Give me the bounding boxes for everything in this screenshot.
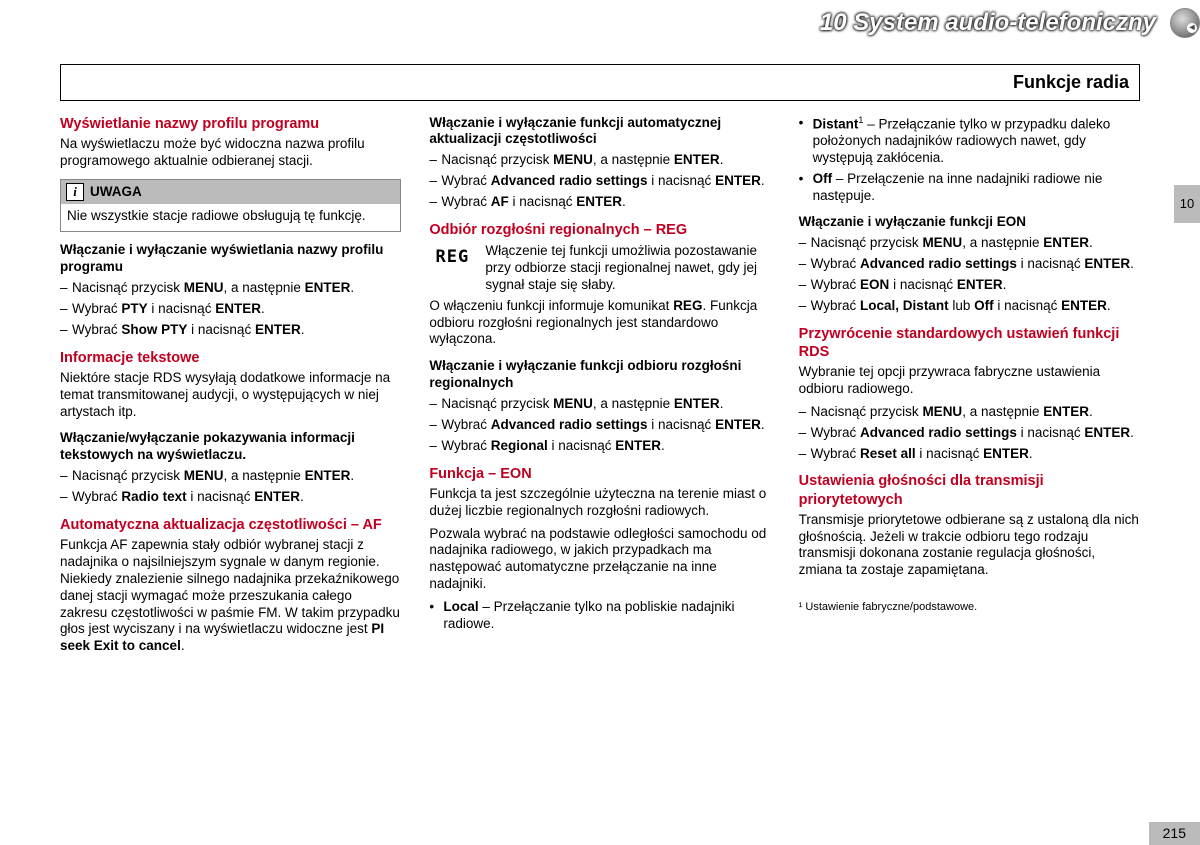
- note-box: i UWAGA Nie wszystkie stacje radiowe obs…: [60, 179, 401, 232]
- paragraph: O włączeniu funkcji informuje komunikat …: [429, 298, 770, 349]
- step: –Wybrać Regional i nacisnąć ENTER.: [429, 438, 770, 455]
- paragraph: Na wyświetlaczu może być widoczna nazwa …: [60, 136, 401, 170]
- page-header: 10 System audio-telefoniczny: [0, 0, 1200, 46]
- heading-af: Automatyczna aktualizacja częstotliwości…: [60, 516, 401, 534]
- step: –Wybrać Local, Distant lub Off i nacisną…: [799, 298, 1140, 315]
- bullet: •Off – Przełączenie na inne nadajniki ra…: [799, 171, 1140, 205]
- heading-reg: Odbiór rozgłośni regionalnych – REG: [429, 221, 770, 239]
- step: –Nacisnąć przycisk MENU, a następnie ENT…: [799, 404, 1140, 421]
- reg-row: REG Włączenie tej funkcji umożliwia pozo…: [429, 243, 770, 294]
- paragraph: Funkcja ta jest szczególnie użyteczna na…: [429, 486, 770, 520]
- chapter-number: 10: [820, 9, 847, 36]
- column-1: Wyświetlanie nazwy profilu programu Na w…: [60, 115, 401, 662]
- subheading: Włączanie i wyłączanie funkcji EON: [799, 214, 1140, 231]
- bullet: •Local – Przełączanie tylko na pobliskie…: [429, 599, 770, 633]
- audio-globe-icon: [1170, 8, 1200, 38]
- step: –Wybrać Reset all i nacisnąć ENTER.: [799, 446, 1140, 463]
- note-header: i UWAGA: [61, 180, 400, 204]
- subheading: Włączanie/wyłączanie pokazywania informa…: [60, 430, 401, 464]
- footnote: ¹ Ustawienie fabryczne/podstawowe.: [799, 601, 1140, 615]
- reg-icon-label: REG: [429, 243, 475, 294]
- column-2: Włączanie i wyłączanie funkcji automatyc…: [429, 115, 770, 662]
- section-title: Funkcje radia: [1013, 72, 1129, 92]
- heading-text-info: Informacje tekstowe: [60, 349, 401, 367]
- subheading: Włączanie i wyłączanie funkcji automatyc…: [429, 115, 770, 149]
- heading-priority-volume: Ustawienia głośności dla transmisji prio…: [799, 472, 1140, 508]
- heading-eon: Funkcja – EON: [429, 465, 770, 483]
- step: –Nacisnąć przycisk MENU, a następnie ENT…: [60, 280, 401, 297]
- paragraph: Transmisje priorytetowe odbierane są z u…: [799, 512, 1140, 580]
- note-body: Nie wszystkie stacje radiowe obsługują t…: [61, 204, 400, 231]
- step: –Nacisnąć przycisk MENU, a następnie ENT…: [60, 468, 401, 485]
- chapter-title: 10 System audio-telefoniczny: [820, 8, 1160, 38]
- paragraph: Funkcja AF zapewnia stały odbiór wybrane…: [60, 537, 401, 655]
- subheading: Włączanie i wyłączanie funkcji odbioru r…: [429, 358, 770, 392]
- step: –Wybrać PTY i nacisnąć ENTER.: [60, 301, 401, 318]
- paragraph: Niektóre stacje RDS wysyłają dodatkowe i…: [60, 370, 401, 421]
- step: –Wybrać Advanced radio settings i nacisn…: [429, 173, 770, 190]
- step: –Wybrać AF i nacisnąć ENTER.: [429, 194, 770, 211]
- paragraph: Wybranie tej opcji przywraca fabryczne u…: [799, 364, 1140, 398]
- step: –Wybrać EON i nacisnąć ENTER.: [799, 277, 1140, 294]
- step: –Wybrać Advanced radio settings i nacisn…: [799, 425, 1140, 442]
- bullet: •Distant1 – Przełączanie tylko w przypad…: [799, 115, 1140, 167]
- note-label: UWAGA: [90, 184, 142, 201]
- page-number: 215: [1149, 822, 1200, 845]
- side-tab: 10: [1174, 185, 1200, 223]
- step: –Wybrać Radio text i nacisnąć ENTER.: [60, 489, 401, 506]
- step: –Wybrać Advanced radio settings i nacisn…: [799, 256, 1140, 273]
- step: –Nacisnąć przycisk MENU, a następnie ENT…: [429, 152, 770, 169]
- subheading: Włączanie i wyłączanie wyświetlania nazw…: [60, 242, 401, 276]
- step: –Nacisnąć przycisk MENU, a następnie ENT…: [799, 235, 1140, 252]
- info-icon: i: [66, 183, 84, 201]
- step: –Nacisnąć przycisk MENU, a następnie ENT…: [429, 396, 770, 413]
- paragraph: Włączenie tej funkcji umożliwia pozostaw…: [485, 243, 770, 294]
- chapter-name: System audio-telefoniczny: [853, 9, 1156, 36]
- paragraph: Pozwala wybrać na podstawie odległości s…: [429, 526, 770, 594]
- step: –Wybrać Advanced radio settings i nacisn…: [429, 417, 770, 434]
- heading-rds-reset: Przywrócenie standardowych ustawień funk…: [799, 325, 1140, 361]
- content-columns: Wyświetlanie nazwy profilu programu Na w…: [0, 101, 1200, 662]
- section-title-box: Funkcje radia: [60, 64, 1140, 101]
- column-3: •Distant1 – Przełączanie tylko w przypad…: [799, 115, 1140, 662]
- heading-profile-name: Wyświetlanie nazwy profilu programu: [60, 115, 401, 133]
- step: –Wybrać Show PTY i nacisnąć ENTER.: [60, 322, 401, 339]
